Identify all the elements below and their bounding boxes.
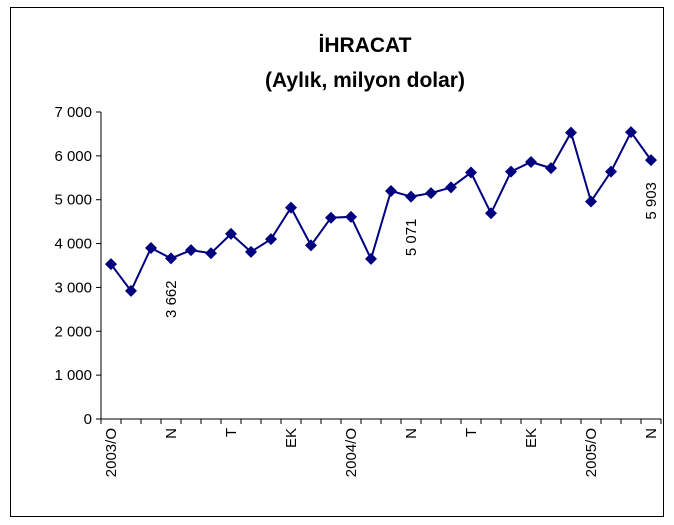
chart-frame (10, 7, 664, 517)
marker (265, 233, 277, 246)
x-tick-label: N (643, 428, 660, 439)
marker (245, 245, 257, 258)
marker (105, 258, 117, 271)
marker (425, 187, 437, 200)
x-tick-label: N (163, 428, 180, 439)
y-tick-label: 1 000 (54, 367, 92, 384)
chart-title: İHRACAT (319, 34, 412, 57)
data-label: 3 662 (163, 280, 180, 318)
marker (465, 166, 477, 179)
y-tick-label: 2 000 (54, 323, 92, 340)
y-tick-label: 5 000 (54, 192, 92, 209)
marker (525, 155, 537, 168)
marker (385, 184, 397, 197)
marker (305, 239, 317, 252)
marker (505, 165, 517, 178)
y-tick-label: 3 000 (54, 279, 92, 296)
x-tick-label: T (223, 428, 240, 437)
chart-subtitle: (Aylık, milyon dolar) (265, 69, 465, 92)
marker (145, 241, 157, 254)
marker (165, 252, 177, 265)
y-tick-label: 0 (84, 411, 92, 428)
marker (625, 126, 637, 139)
x-tick-label: 2004/O (343, 428, 360, 477)
x-tick-label: N (403, 428, 420, 439)
marker (205, 247, 217, 260)
y-tick-label: 6 000 (54, 148, 92, 165)
marker (185, 244, 197, 257)
marker (485, 207, 497, 220)
y-tick-label: 4 000 (54, 236, 92, 253)
marker (365, 252, 377, 265)
marker (325, 211, 337, 224)
marker (445, 181, 457, 194)
marker (565, 126, 577, 139)
marker (285, 201, 297, 214)
x-tick-label: EK (523, 428, 540, 448)
marker (405, 190, 417, 203)
marker (585, 195, 597, 208)
x-tick-label: 2005/O (583, 428, 600, 477)
marker (125, 284, 137, 297)
marker (605, 165, 617, 178)
x-tick-label: T (463, 428, 480, 437)
x-tick-label: 2003/O (103, 428, 120, 477)
marker (345, 210, 357, 223)
line (110, 130, 652, 293)
marker (225, 227, 237, 240)
marker (645, 154, 657, 167)
data-label: 5 903 (643, 182, 660, 220)
x-tick-label: EK (283, 428, 300, 448)
y-tick-label: 7 000 (54, 104, 92, 121)
marker (545, 162, 557, 175)
data-label: 5 071 (403, 219, 420, 257)
